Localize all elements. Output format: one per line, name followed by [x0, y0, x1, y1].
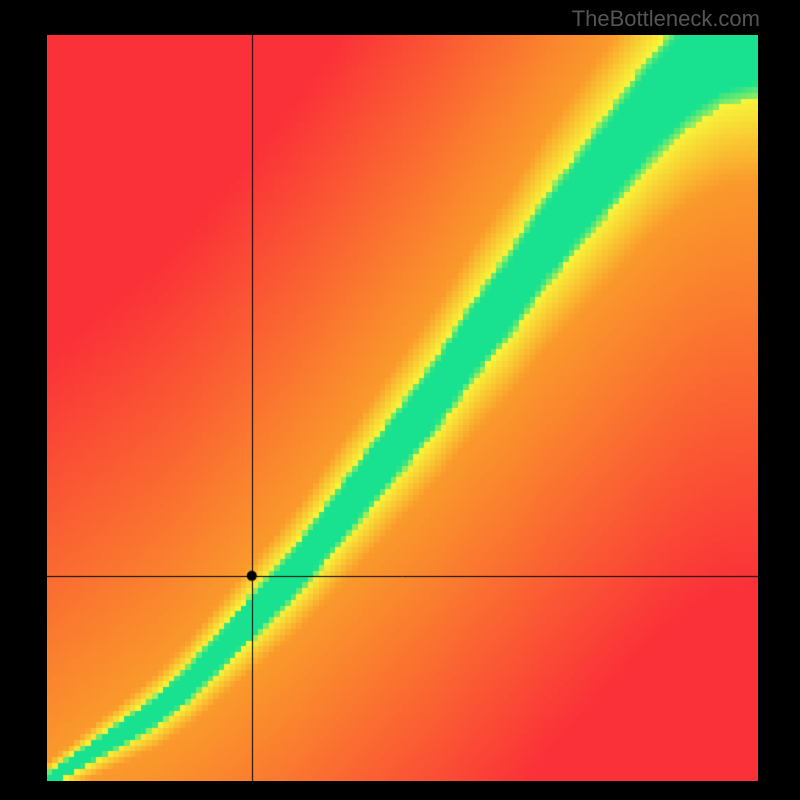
watermark-text: TheBottleneck.com — [572, 6, 760, 32]
heatmap-canvas — [47, 35, 758, 781]
chart-container: TheBottleneck.com — [0, 0, 800, 800]
